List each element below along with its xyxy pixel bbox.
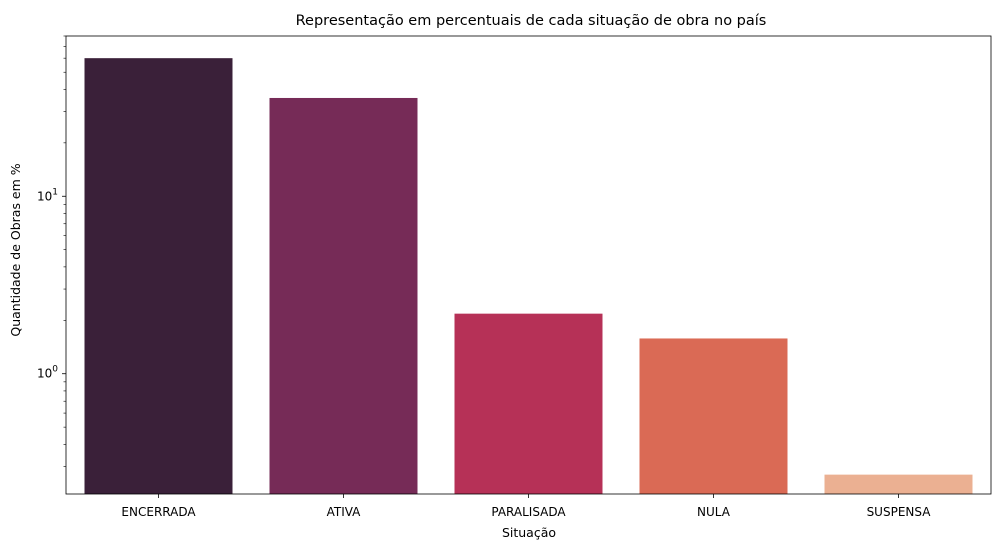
x-axis-label: Situação — [502, 525, 556, 540]
x-tick-label: ENCERRADA — [121, 505, 196, 519]
y-minor-ticks — [63, 35, 66, 467]
chart-title: Representação em percentuais de cada sit… — [296, 13, 767, 29]
bar — [824, 474, 973, 494]
x-ticks: ENCERRADA ATIVA PARALISADA NULA SUSPENSA — [121, 494, 931, 519]
y-tick-label: 101 — [37, 187, 58, 203]
x-tick-label: NULA — [697, 505, 731, 519]
bar — [269, 97, 418, 494]
y-ticks: 100 101 — [37, 187, 66, 381]
y-tick-label: 100 — [37, 365, 58, 381]
y-axis-label: Quantidade de Obras em % — [8, 163, 23, 336]
bar — [639, 338, 788, 494]
bar — [84, 58, 233, 494]
plot-frame — [65, 35, 992, 495]
bars — [84, 58, 973, 494]
bar — [454, 313, 603, 494]
x-tick-label: ATIVA — [327, 505, 362, 519]
x-tick-label: PARALISADA — [491, 505, 566, 519]
x-tick-label: SUSPENSA — [867, 505, 932, 519]
